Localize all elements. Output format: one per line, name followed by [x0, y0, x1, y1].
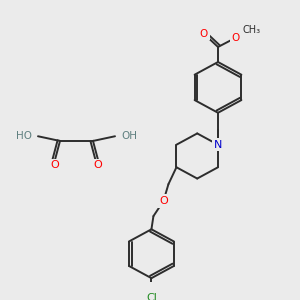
- Text: O: O: [232, 33, 240, 43]
- Text: N: N: [214, 140, 222, 150]
- Text: Cl: Cl: [146, 293, 157, 300]
- Text: O: O: [94, 160, 102, 170]
- Text: HO: HO: [16, 131, 32, 141]
- Text: O: O: [200, 29, 208, 39]
- Text: N: N: [214, 140, 222, 150]
- Text: O: O: [159, 196, 168, 206]
- Text: O: O: [51, 160, 59, 170]
- Text: OH: OH: [121, 131, 137, 141]
- Text: CH₃: CH₃: [243, 25, 261, 35]
